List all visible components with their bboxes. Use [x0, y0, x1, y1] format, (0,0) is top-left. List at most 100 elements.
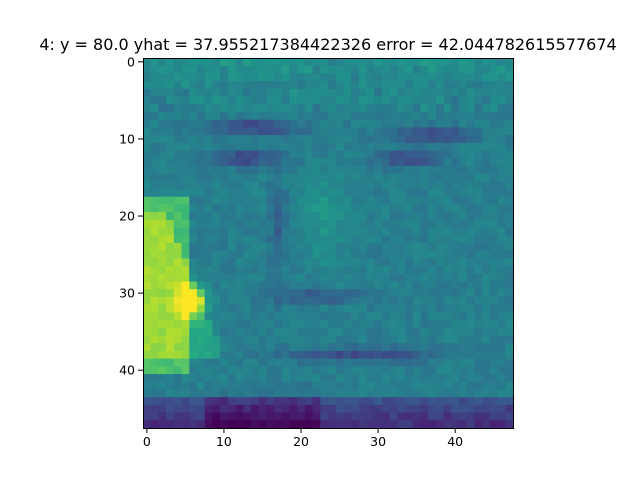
image-pixel [435, 65, 445, 75]
image-pixel [451, 119, 460, 128]
image-pixel [304, 420, 314, 429]
image-pixel [243, 296, 252, 306]
image-pixel [328, 81, 337, 90]
image-pixel [250, 88, 260, 98]
image-pixel [489, 111, 499, 121]
image-pixel [420, 227, 429, 236]
image-pixel [397, 150, 406, 159]
image-pixel [304, 404, 314, 414]
image-pixel [335, 374, 345, 383]
image-pixel [374, 320, 383, 329]
image-pixel [258, 96, 267, 105]
image-pixel [196, 335, 206, 344]
image-pixel [235, 135, 244, 144]
image-pixel [505, 366, 514, 375]
image-pixel [397, 81, 406, 90]
image-pixel [212, 250, 221, 260]
image-pixel [143, 189, 152, 198]
image-pixel [335, 189, 345, 198]
image-pixel [143, 135, 152, 144]
image-pixel [181, 96, 190, 105]
image-pixel [204, 88, 213, 98]
image-pixel [397, 320, 406, 329]
image-pixel [489, 235, 499, 244]
image-pixel [266, 420, 275, 429]
image-pixel [166, 73, 175, 82]
image-pixel [366, 158, 375, 167]
image-pixel [505, 119, 514, 128]
image-pixel [304, 366, 314, 375]
image-pixel [335, 158, 345, 167]
image-pixel [289, 111, 298, 121]
image-pixel [505, 243, 514, 252]
image-pixel [328, 204, 337, 213]
image-pixel [212, 135, 221, 144]
image-pixel [482, 227, 491, 236]
image-pixel [227, 412, 237, 421]
image-pixel [274, 397, 283, 406]
image-pixel [158, 165, 167, 175]
image-pixel [166, 273, 175, 283]
image-pixel [443, 296, 452, 306]
image-pixel [435, 227, 445, 236]
image-pixel [212, 73, 221, 82]
image-pixel [158, 111, 167, 121]
image-pixel [497, 111, 506, 121]
image-pixel [351, 96, 360, 105]
image-pixel [497, 266, 506, 275]
image-pixel [405, 320, 414, 329]
image-pixel [266, 296, 275, 306]
image-pixel [412, 104, 422, 113]
image-pixel [196, 343, 206, 352]
image-pixel [243, 142, 252, 152]
image-pixel [489, 343, 499, 352]
image-pixel [366, 366, 375, 375]
image-pixel [459, 343, 468, 352]
image-pixel [381, 312, 391, 321]
image-pixel [489, 397, 499, 406]
image-pixel [274, 119, 283, 128]
image-pixel [374, 343, 383, 352]
image-pixel [281, 181, 291, 190]
image-pixel [351, 258, 360, 267]
image-pixel [405, 212, 414, 221]
x-tick-label: 0 [143, 434, 151, 449]
image-pixel [358, 173, 368, 182]
image-pixel [482, 335, 491, 344]
image-pixel [466, 397, 476, 406]
image-pixel [358, 81, 368, 90]
image-pixel [173, 250, 183, 260]
image-pixel [497, 65, 506, 75]
image-pixel [212, 88, 221, 98]
image-pixel [459, 58, 468, 67]
image-pixel [143, 111, 152, 121]
image-pixel [297, 158, 306, 167]
image-pixel [320, 320, 329, 329]
image-pixel [266, 397, 275, 406]
image-pixel [420, 204, 429, 213]
image-pixel [443, 281, 452, 290]
image-pixel [428, 266, 437, 275]
image-pixel [412, 389, 422, 398]
image-pixel [474, 258, 483, 267]
image-pixel [343, 150, 352, 159]
image-pixel [412, 135, 422, 144]
image-pixel [443, 65, 452, 75]
image-pixel [328, 281, 337, 290]
image-pixel [335, 281, 345, 290]
image-pixel [405, 165, 414, 175]
image-pixel [181, 273, 190, 283]
image-pixel [358, 150, 368, 159]
image-pixel [227, 135, 237, 144]
image-pixel [358, 250, 368, 260]
image-pixel [459, 212, 468, 221]
image-pixel [343, 111, 352, 121]
image-pixel [412, 358, 422, 367]
image-pixel [435, 250, 445, 260]
image-pixel [166, 65, 175, 75]
image-pixel [459, 81, 468, 90]
image-pixel [166, 397, 175, 406]
image-pixel [235, 189, 244, 198]
image-pixel [466, 273, 476, 283]
image-pixel [173, 389, 183, 398]
